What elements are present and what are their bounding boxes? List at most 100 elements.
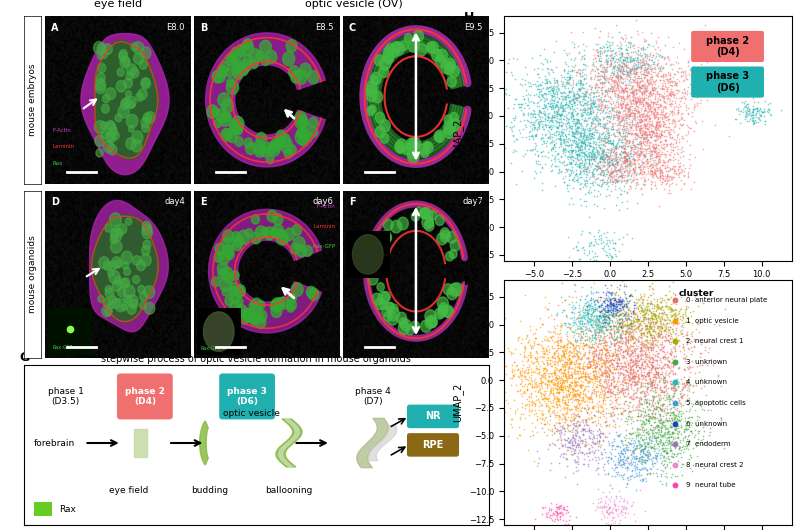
FancyBboxPatch shape <box>691 66 764 98</box>
Point <box>634 369 647 378</box>
Point <box>635 307 648 315</box>
Point <box>627 298 640 306</box>
Point <box>582 108 595 116</box>
Point <box>684 404 697 413</box>
Point <box>535 392 548 400</box>
Point <box>616 67 629 76</box>
Point <box>663 130 676 138</box>
Point <box>615 385 628 394</box>
Point <box>577 110 590 119</box>
Point <box>543 372 556 381</box>
Point <box>543 404 556 412</box>
Point <box>577 101 590 109</box>
Point <box>643 161 656 169</box>
Point <box>625 99 638 107</box>
Point <box>588 186 601 194</box>
Point <box>558 58 571 66</box>
Point <box>513 431 526 439</box>
Point <box>646 86 659 94</box>
Point <box>558 66 570 75</box>
Point <box>623 81 636 90</box>
Point <box>635 316 648 325</box>
Point <box>572 147 585 155</box>
Point <box>646 460 658 469</box>
Point <box>634 347 646 355</box>
Point <box>665 446 678 454</box>
Point <box>612 64 625 73</box>
Point <box>578 383 591 391</box>
Point <box>654 358 667 366</box>
Point <box>574 320 586 328</box>
Point <box>567 301 580 309</box>
Point <box>623 70 636 79</box>
Point <box>563 171 576 180</box>
Point <box>588 297 601 306</box>
Point <box>546 352 559 361</box>
Point <box>604 337 617 346</box>
Point <box>690 416 703 424</box>
Point <box>691 429 704 437</box>
Point <box>643 417 656 425</box>
Point <box>608 76 621 84</box>
Point <box>558 382 571 390</box>
Point <box>677 339 690 348</box>
Point <box>580 171 593 179</box>
Point <box>635 164 648 173</box>
Point <box>643 89 656 97</box>
Point <box>599 251 612 259</box>
Point <box>638 431 651 439</box>
Point <box>598 352 611 361</box>
Point <box>606 351 619 359</box>
Point <box>574 132 586 140</box>
Point <box>636 359 649 368</box>
Point <box>635 69 648 78</box>
Point <box>565 382 578 391</box>
Point <box>645 402 658 410</box>
Point <box>602 86 614 94</box>
Point <box>597 67 610 76</box>
Circle shape <box>105 286 112 294</box>
Point <box>659 315 672 324</box>
Point <box>653 154 666 163</box>
Point <box>521 384 534 393</box>
Point <box>586 246 598 255</box>
Y-axis label: UMAP_2: UMAP_2 <box>452 119 463 158</box>
Point <box>645 413 658 421</box>
Point <box>571 429 584 437</box>
Point <box>600 362 613 370</box>
Point <box>576 368 589 377</box>
Point <box>630 377 643 386</box>
Circle shape <box>405 33 412 42</box>
Point <box>618 326 631 335</box>
Point <box>606 178 619 186</box>
Point <box>674 411 687 420</box>
Point <box>571 126 584 135</box>
Point <box>686 55 698 63</box>
Point <box>565 364 578 372</box>
Point <box>642 412 655 420</box>
Point <box>610 356 623 364</box>
Point <box>630 454 642 462</box>
Point <box>626 165 639 174</box>
Point <box>671 378 684 387</box>
Point <box>638 116 650 125</box>
Point <box>628 449 641 457</box>
Point <box>522 368 534 377</box>
Point <box>638 450 651 459</box>
Point <box>642 40 654 49</box>
Point <box>540 101 553 110</box>
Point <box>566 391 578 400</box>
Point <box>584 113 597 121</box>
Point <box>657 466 670 475</box>
Point <box>524 325 537 334</box>
Point <box>566 92 579 100</box>
Point <box>664 340 677 349</box>
Point <box>626 446 639 454</box>
Point <box>514 378 527 387</box>
Point <box>629 286 642 294</box>
Point <box>563 87 576 95</box>
Circle shape <box>101 122 107 130</box>
Point <box>582 402 594 411</box>
Point <box>593 312 606 321</box>
Point <box>624 363 637 371</box>
